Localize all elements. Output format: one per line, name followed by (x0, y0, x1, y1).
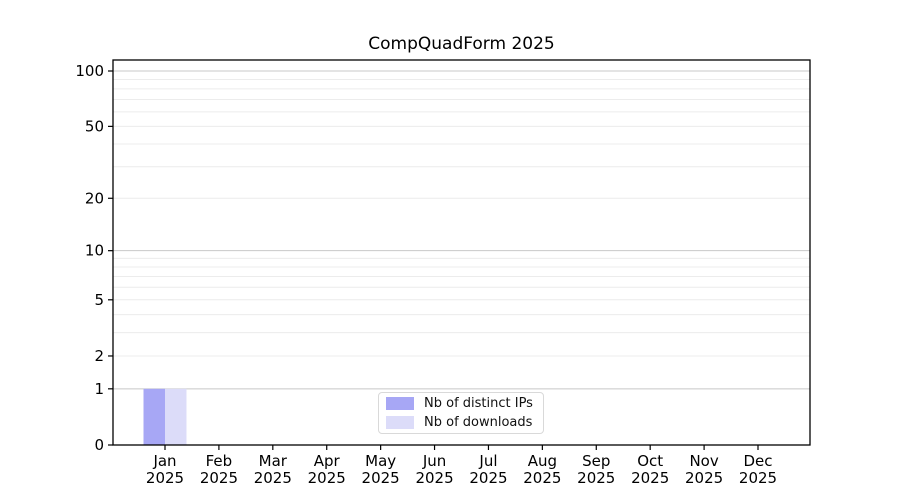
legend-label-distinct-ips: Nb of distinct IPs (424, 395, 533, 411)
x-tick-label-month: May (365, 452, 396, 470)
legend-swatch-distinct-ips-icon (386, 397, 414, 410)
x-tick-label-month: Jun (422, 452, 446, 470)
x-tick-label-year: 2025 (523, 469, 561, 487)
x-tick-label-year: 2025 (362, 469, 400, 487)
x-tick-label-month: Oct (637, 452, 663, 470)
x-tick-label-year: 2025 (254, 469, 292, 487)
x-tick-label-month: Sep (582, 452, 610, 470)
x-tick-label-year: 2025 (469, 469, 507, 487)
y-tick-label: 50 (85, 117, 104, 135)
x-tick-label-month: Nov (689, 452, 718, 470)
plot-border (112, 59, 811, 446)
x-tick-label-year: 2025 (308, 469, 346, 487)
legend-item-downloads: Nb of downloads (386, 415, 536, 431)
x-tick-label-month: Dec (743, 452, 772, 470)
y-tick-label: 100 (75, 62, 104, 80)
y-tick-label: 5 (94, 291, 104, 309)
x-tick-label-year: 2025 (739, 469, 777, 487)
x-tick-label-year: 2025 (577, 469, 615, 487)
y-tick-label: 10 (85, 242, 104, 260)
x-tick-label-month: Feb (206, 452, 233, 470)
x-tick-label-year: 2025 (631, 469, 669, 487)
legend-label-downloads: Nb of downloads (424, 414, 533, 430)
y-tick-label: 2 (94, 347, 104, 365)
x-tick-label-month: Aug (528, 452, 557, 470)
x-tick-label-month: Jul (478, 452, 497, 470)
y-tick-label: 20 (85, 189, 104, 207)
x-tick-label-year: 2025 (200, 469, 238, 487)
chart-legend: Nb of distinct IPs Nb of downloads (378, 392, 544, 434)
x-tick-label-month: Apr (314, 452, 341, 470)
chart-title: CompQuadForm 2025 (368, 34, 555, 54)
x-tick-label-year: 2025 (415, 469, 453, 487)
x-tick-label-month: Mar (259, 452, 288, 470)
x-tick-label-year: 2025 (685, 469, 723, 487)
legend-item-distinct-ips: Nb of distinct IPs (386, 396, 536, 412)
y-tick-label: 1 (94, 380, 104, 398)
legend-swatch-downloads-icon (386, 416, 414, 429)
bar-jan-s1 (165, 388, 187, 445)
bar-jan-s0 (143, 388, 165, 445)
y-tick-label: 0 (94, 436, 104, 454)
x-tick-label-year: 2025 (146, 469, 184, 487)
x-tick-label-month: Jan (152, 452, 176, 470)
